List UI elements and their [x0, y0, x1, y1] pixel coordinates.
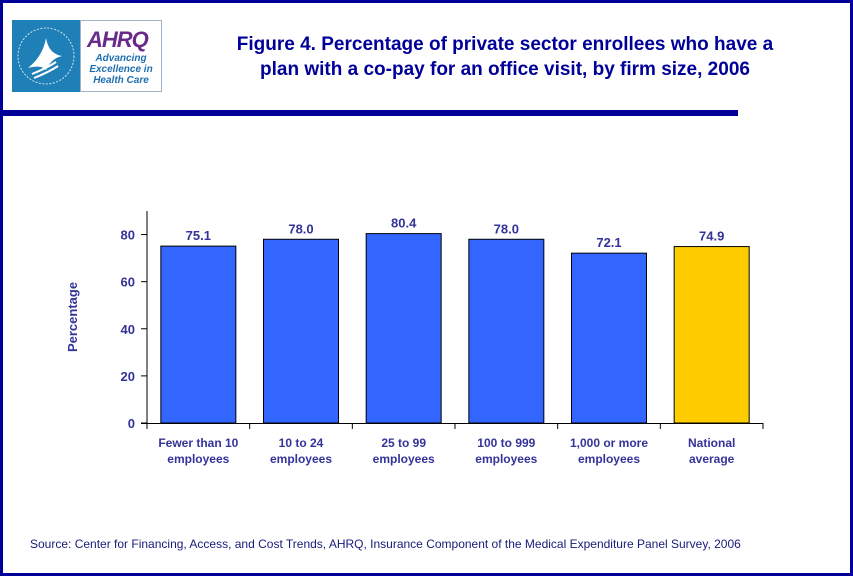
x-tick-label: employees [475, 452, 537, 466]
bar [673, 246, 750, 424]
x-tick-label: employees [167, 452, 229, 466]
x-tick-label: average [689, 452, 735, 466]
y-tick-label: 60 [121, 275, 135, 290]
x-tick-label: Fewer than 10 [158, 436, 238, 450]
y-axis-label: Percentage [65, 282, 80, 352]
bar [468, 238, 545, 424]
x-tick-label: employees [578, 452, 640, 466]
x-tick-label: 10 to 24 [279, 436, 324, 450]
x-tick-label: employees [270, 452, 332, 466]
x-tick-label: National [688, 436, 735, 450]
hhs-eagle-icon [12, 20, 80, 92]
chart-title: Figure 4. Percentage of private sector e… [236, 34, 774, 80]
y-tick-label: 40 [121, 322, 135, 337]
bar-value-label: 78.0 [288, 221, 313, 236]
y-tick-label: 0 [128, 416, 135, 431]
bar [160, 245, 237, 424]
bar-value-label: 78.0 [494, 221, 519, 236]
bar-value-label: 74.9 [699, 229, 724, 244]
source-note: Source: Center for Financing, Access, an… [30, 537, 741, 551]
x-tick-label: 25 to 99 [381, 436, 426, 450]
bar-value-label: 72.1 [596, 235, 621, 250]
x-tick-label: 100 to 999 [477, 436, 535, 450]
bar-value-label: 75.1 [186, 228, 211, 243]
title-divider [3, 110, 738, 116]
bar [571, 252, 647, 424]
ahrq-logo: AHRQ Advancing Excellence in Health Care [12, 20, 162, 92]
ahrq-brand: AHRQ [87, 27, 149, 52]
bar [263, 238, 339, 424]
y-tick-label: 20 [121, 369, 135, 384]
x-tick-label: 1,000 or more [570, 436, 648, 450]
y-tick-label: 80 [121, 228, 135, 243]
logo-tagline: Advancing Excellence in Health Care [89, 53, 153, 86]
bar-value-label: 80.4 [391, 216, 417, 231]
x-tick-label: employees [373, 452, 435, 466]
bar [365, 233, 442, 424]
